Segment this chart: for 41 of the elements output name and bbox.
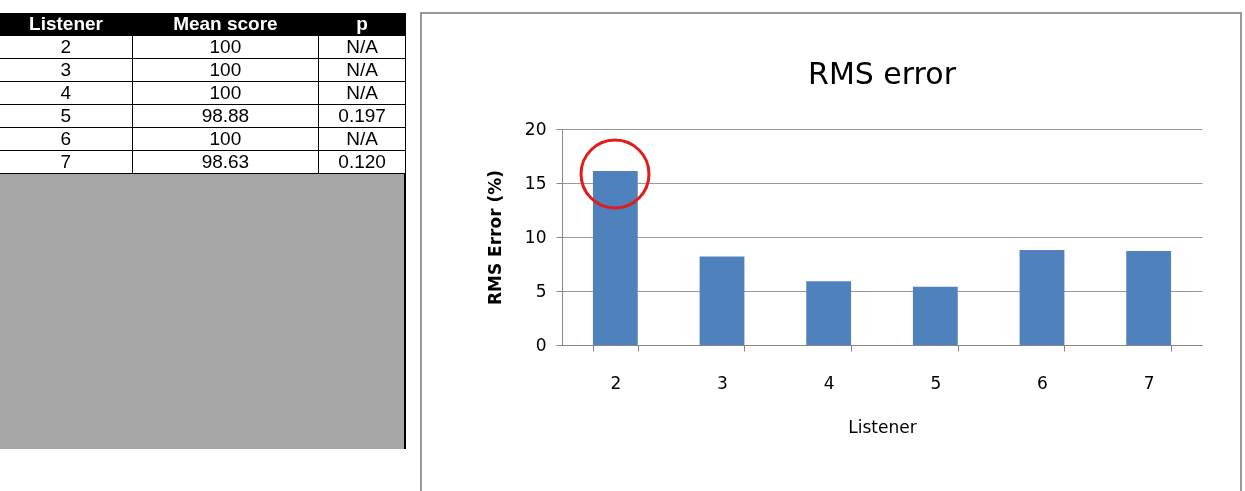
y-tick-label: 3	[0, 58, 133, 82]
y-tick-label: 2	[0, 35, 133, 59]
text: N/A	[346, 128, 378, 149]
text: 100	[209, 59, 242, 80]
x-tick-label: 6	[1037, 372, 1048, 393]
bar	[1019, 249, 1065, 345]
text: 100	[209, 128, 242, 149]
text: 0.120	[338, 151, 386, 172]
y-tick-label: 5	[535, 280, 547, 301]
chart-title: RMS error	[808, 56, 957, 91]
x-tick-label: 4	[823, 372, 835, 393]
y-tick-label: 15	[524, 172, 547, 193]
text: 98.88	[201, 105, 250, 126]
x-tick-label: 5	[930, 372, 942, 393]
bar	[1126, 251, 1172, 345]
y-tick-label: 20	[524, 118, 547, 139]
text: N/A	[346, 36, 378, 57]
x-tick-label: 2	[610, 372, 622, 393]
y-tick-label: 4	[0, 81, 133, 105]
y-axis-title: Listener	[0, 13, 133, 36]
text: N/A	[346, 82, 378, 103]
text: 98.63	[201, 151, 250, 172]
x-tick-label: 7	[1143, 372, 1155, 393]
text: 100	[209, 36, 242, 57]
x-axis-title: Listener	[848, 416, 917, 437]
y-tick-label: 5	[0, 104, 133, 128]
bar	[806, 281, 852, 345]
y-tick-label: 7	[0, 150, 133, 174]
y-tick-label: 10	[524, 226, 547, 247]
text: 0.197	[338, 105, 386, 126]
x-tick-label: p	[318, 13, 406, 36]
text: 100	[209, 82, 242, 103]
bar	[912, 286, 958, 345]
bar	[592, 171, 638, 345]
x-tick-label: Mean score	[132, 13, 319, 36]
x-tick-label: 3	[717, 372, 728, 393]
y-tick-label: 6	[0, 127, 133, 151]
y-axis-title: RMS Error (%)	[484, 169, 505, 306]
y-tick-label: 0	[535, 334, 547, 355]
bar	[699, 256, 745, 345]
text: N/A	[346, 59, 378, 80]
